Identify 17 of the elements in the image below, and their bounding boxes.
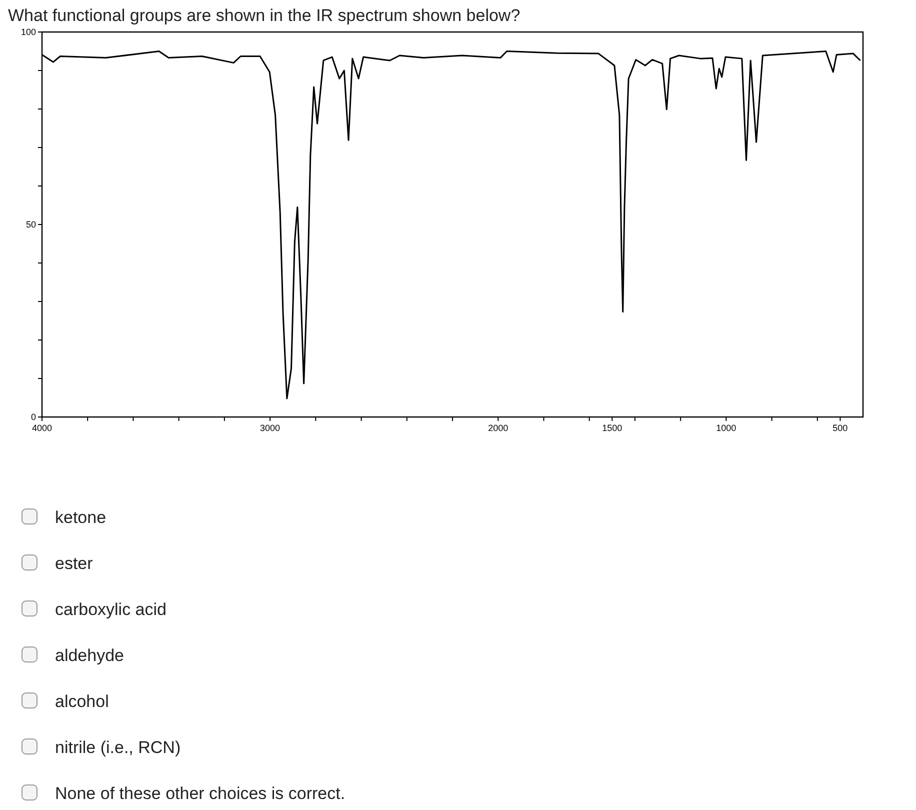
text: carboxylic acid — [55, 600, 166, 619]
text: ester — [55, 554, 94, 573]
x-tick-label: 2000 — [488, 423, 508, 433]
y-tick-label: 0 — [30, 412, 36, 422]
text: ketone — [55, 508, 106, 527]
text: aldehyde — [55, 646, 124, 665]
x-tick-label: 4000 — [32, 423, 52, 433]
x-tick-label: 500 — [832, 423, 848, 433]
text: nitrile (i.e., RCN) — [55, 738, 181, 757]
x-tick-label: 1500 — [602, 423, 622, 433]
x-tick-label: 1000 — [716, 423, 736, 433]
text: None of these other choices is correct. — [55, 784, 346, 803]
y-tick-label: 100 — [20, 27, 36, 37]
chart-title: What functional groups are shown in the IR spectrum shown below? — [8, 6, 520, 25]
x-tick-label: 3000 — [260, 423, 280, 433]
y-tick-label: 50 — [26, 220, 36, 230]
text: alcohol — [55, 692, 109, 711]
